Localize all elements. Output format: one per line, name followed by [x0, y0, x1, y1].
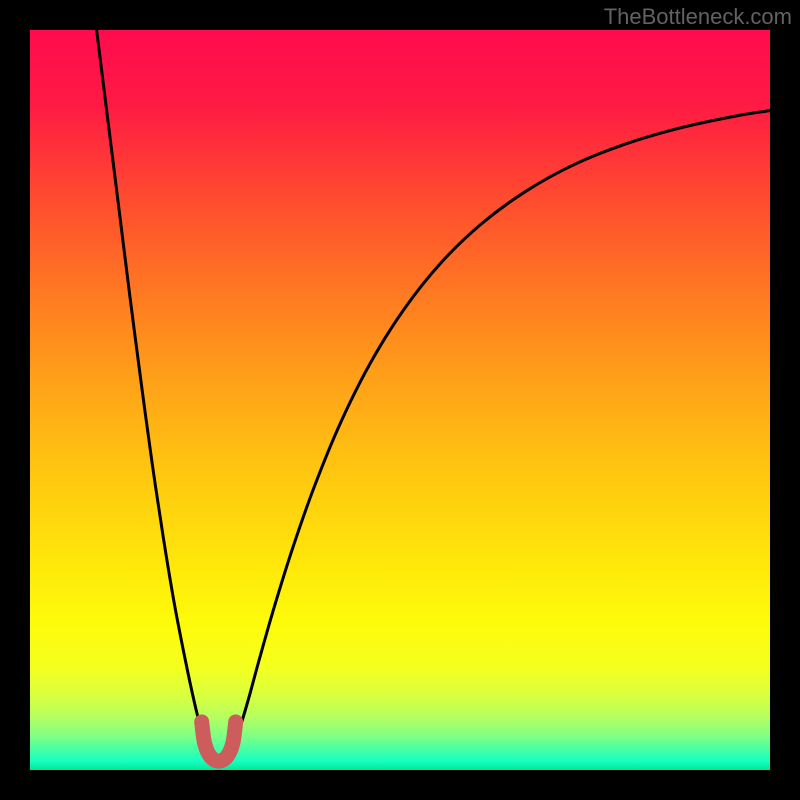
chart-root: TheBottleneck.com	[0, 0, 800, 800]
watermark-text: TheBottleneck.com	[604, 4, 792, 30]
chart-gradient-background	[30, 30, 770, 770]
bottleneck-curve-chart	[0, 0, 800, 800]
